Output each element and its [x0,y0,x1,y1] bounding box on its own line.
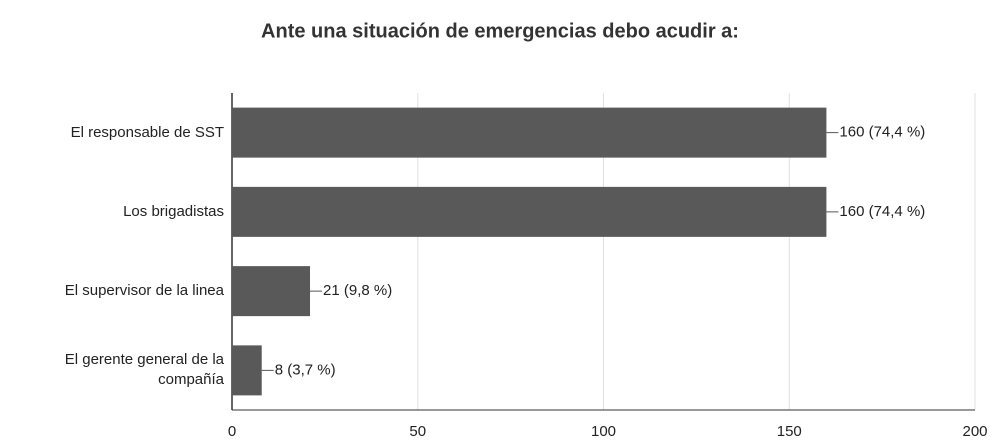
y-tick-label: Los brigadistas [123,202,224,220]
x-tick-label: 0 [228,423,236,440]
y-tick-label: El responsable de SST [70,123,224,141]
x-tick-label: 100 [591,423,616,440]
value-label: 21 (9,8 %) [323,282,392,299]
value-label: 160 (74,4 %) [839,124,925,141]
chart-title: Ante una situación de emergencias debo a… [261,20,739,42]
x-tick-label: 200 [962,423,987,440]
bar [232,107,827,158]
bar [232,345,262,396]
value-label: 8 (3,7 %) [275,361,336,378]
x-tick-label: 150 [777,423,802,440]
bar [232,266,311,317]
y-tick-label: El supervisor de la linea [64,282,224,300]
x-tick-label: 50 [409,423,426,440]
y-tick-label: El gerente general de la compañía [64,351,224,389]
value-label: 160 (74,4 %) [839,203,925,220]
bar [232,186,827,237]
